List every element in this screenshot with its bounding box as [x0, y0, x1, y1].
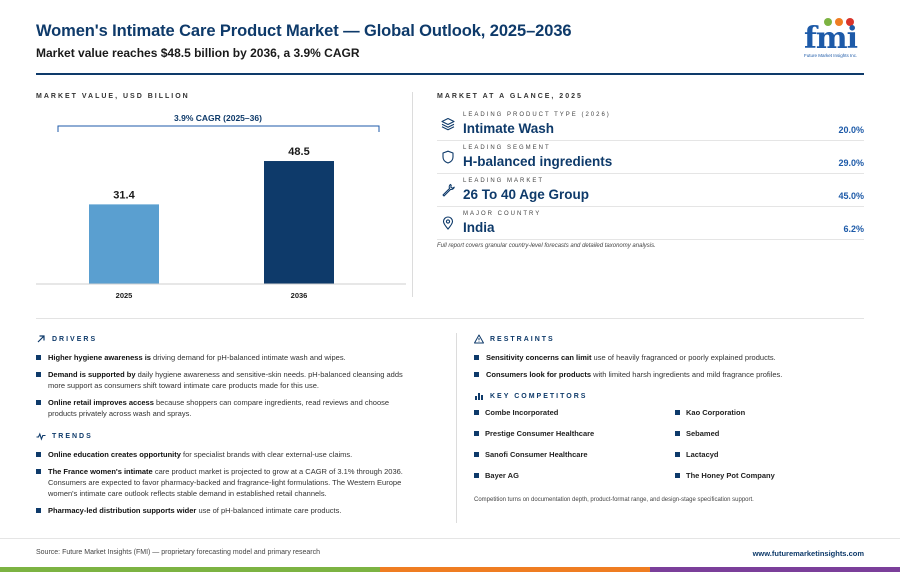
drivers-label: DRIVERS — [52, 335, 98, 343]
competitor-item: Bayer AG — [474, 471, 519, 480]
shield-icon — [442, 150, 454, 164]
competitor-item: Kao Corporation — [675, 408, 745, 417]
trends-heading: TRENDS — [36, 431, 93, 441]
bar-2025 — [89, 204, 159, 284]
glance-percent: 29.0% — [838, 158, 864, 168]
market-value-chart: 3.9% CAGR (2025–36) 31.4 2025 48.5 2036 — [36, 108, 406, 304]
location-pin-icon — [442, 216, 454, 230]
list-item: The France women's intimate care product… — [36, 466, 416, 499]
glance-row-product-type: LEADING PRODUCT TYPE (2026) Intimate Was… — [437, 108, 864, 141]
trends-label: TRENDS — [52, 432, 93, 440]
list-item: Online retail improves access because sh… — [36, 397, 416, 419]
glance-row-market: LEADING MARKET 26 To 40 Age Group 45.0% — [437, 174, 864, 207]
glance-percent: 6.2% — [843, 224, 864, 234]
glance-value: 26 To 40 Age Group — [463, 187, 590, 202]
glance-row-country: MAJOR COUNTRY India 6.2% — [437, 207, 864, 240]
arrow-up-right-icon — [37, 335, 45, 343]
bar-2036 — [264, 161, 334, 284]
market-value-label: MARKET VALUE, USD BILLION — [36, 93, 190, 100]
glance-category: LEADING SEGMENT — [463, 145, 551, 151]
glance-value: India — [463, 220, 495, 235]
wrench-icon — [442, 183, 455, 197]
warning-icon — [474, 334, 484, 344]
restraints-heading: RESTRAINTS — [474, 334, 555, 344]
drivers-list: Higher hygiene awareness is driving dema… — [36, 352, 416, 425]
list-item: Online education creates opportunity for… — [36, 449, 416, 460]
data-label-2036: 48.5 — [288, 146, 309, 158]
trends-list: Online education creates opportunity for… — [36, 449, 416, 522]
competitor-item: Sebamed — [675, 429, 719, 438]
list-item: Demand is supported by daily hygiene awa… — [36, 369, 416, 391]
restraints-list: Sensitivity concerns can limit use of he… — [474, 352, 864, 386]
top-vertical-divider — [412, 92, 413, 297]
competitor-item: Prestige Consumer Healthcare — [474, 429, 594, 438]
logo-dots-icon — [810, 18, 860, 28]
glance-value: H-balanced ingredients — [463, 154, 613, 169]
source-note: Source: Future Market Insights (FMI) — p… — [36, 549, 320, 556]
glance-category: MAJOR COUNTRY — [463, 211, 542, 217]
x-tick-2025: 2025 — [116, 291, 133, 300]
data-label-2025: 31.4 — [113, 189, 135, 201]
cagr-bracket — [57, 125, 380, 132]
page-subtitle: Market value reaches $48.5 billion by 20… — [36, 46, 360, 60]
brand-bar-orange — [380, 567, 650, 572]
competitors-heading: KEY COMPETITORS — [474, 391, 587, 401]
fmi-logo: fmi Future Market Insights Inc. — [800, 18, 866, 58]
footer-rule — [0, 538, 900, 539]
competitors-label: KEY COMPETITORS — [490, 392, 588, 400]
list-item: Higher hygiene awareness is driving dema… — [36, 352, 416, 363]
glance-percent: 20.0% — [838, 125, 864, 135]
list-item: Consumers look for products with limited… — [474, 369, 864, 380]
competitor-item: Lactacyd — [675, 450, 719, 459]
section-divider — [36, 318, 864, 319]
brand-color-bar — [0, 567, 900, 572]
brand-bar-green — [0, 567, 380, 572]
header-rule — [36, 73, 864, 75]
restraints-label: RESTRAINTS — [490, 335, 555, 343]
page-title: Women's Intimate Care Product Market — G… — [36, 22, 572, 40]
glance-category: LEADING MARKET — [463, 178, 545, 184]
trend-line-icon — [36, 432, 46, 441]
competitor-item: Combe Incorporated — [474, 408, 558, 417]
glance-note: Full report covers granular country-leve… — [437, 243, 656, 249]
glance-row-segment: LEADING SEGMENT H-balanced ingredients 2… — [437, 141, 864, 174]
website-link[interactable]: www.futuremarketinsights.com — [752, 549, 864, 558]
layers-icon — [441, 117, 455, 131]
bar-chart-svg: 3.9% CAGR (2025–36) 31.4 2025 48.5 2036 — [36, 113, 406, 300]
glance-label: MARKET AT A GLANCE, 2025 — [437, 93, 583, 100]
logo-tagline: Future Market Insights Inc. — [804, 53, 858, 58]
glance-category: LEADING PRODUCT TYPE (2026) — [463, 112, 611, 118]
competitor-item: Sanofi Consumer Healthcare — [474, 450, 588, 459]
brand-bar-purple — [650, 567, 900, 572]
x-tick-2036: 2036 — [291, 291, 308, 300]
glance-panel: LEADING PRODUCT TYPE (2026) Intimate Was… — [437, 108, 864, 240]
cagr-annotation: 3.9% CAGR (2025–36) — [174, 113, 262, 123]
list-item: Sensitivity concerns can limit use of he… — [474, 352, 864, 363]
drivers-heading: DRIVERS — [36, 334, 97, 344]
bottom-vertical-divider — [456, 333, 457, 523]
glance-percent: 45.0% — [838, 191, 864, 201]
competitor-item: The Honey Pot Company — [675, 471, 775, 480]
glance-value: Intimate Wash — [463, 121, 555, 136]
competitors-note: Competition turns on documentation depth… — [474, 497, 754, 503]
list-item: Pharmacy-led distribution supports wider… — [36, 505, 416, 516]
logo-wordmark: fmi — [804, 21, 858, 56]
bar-chart-icon — [475, 393, 483, 400]
